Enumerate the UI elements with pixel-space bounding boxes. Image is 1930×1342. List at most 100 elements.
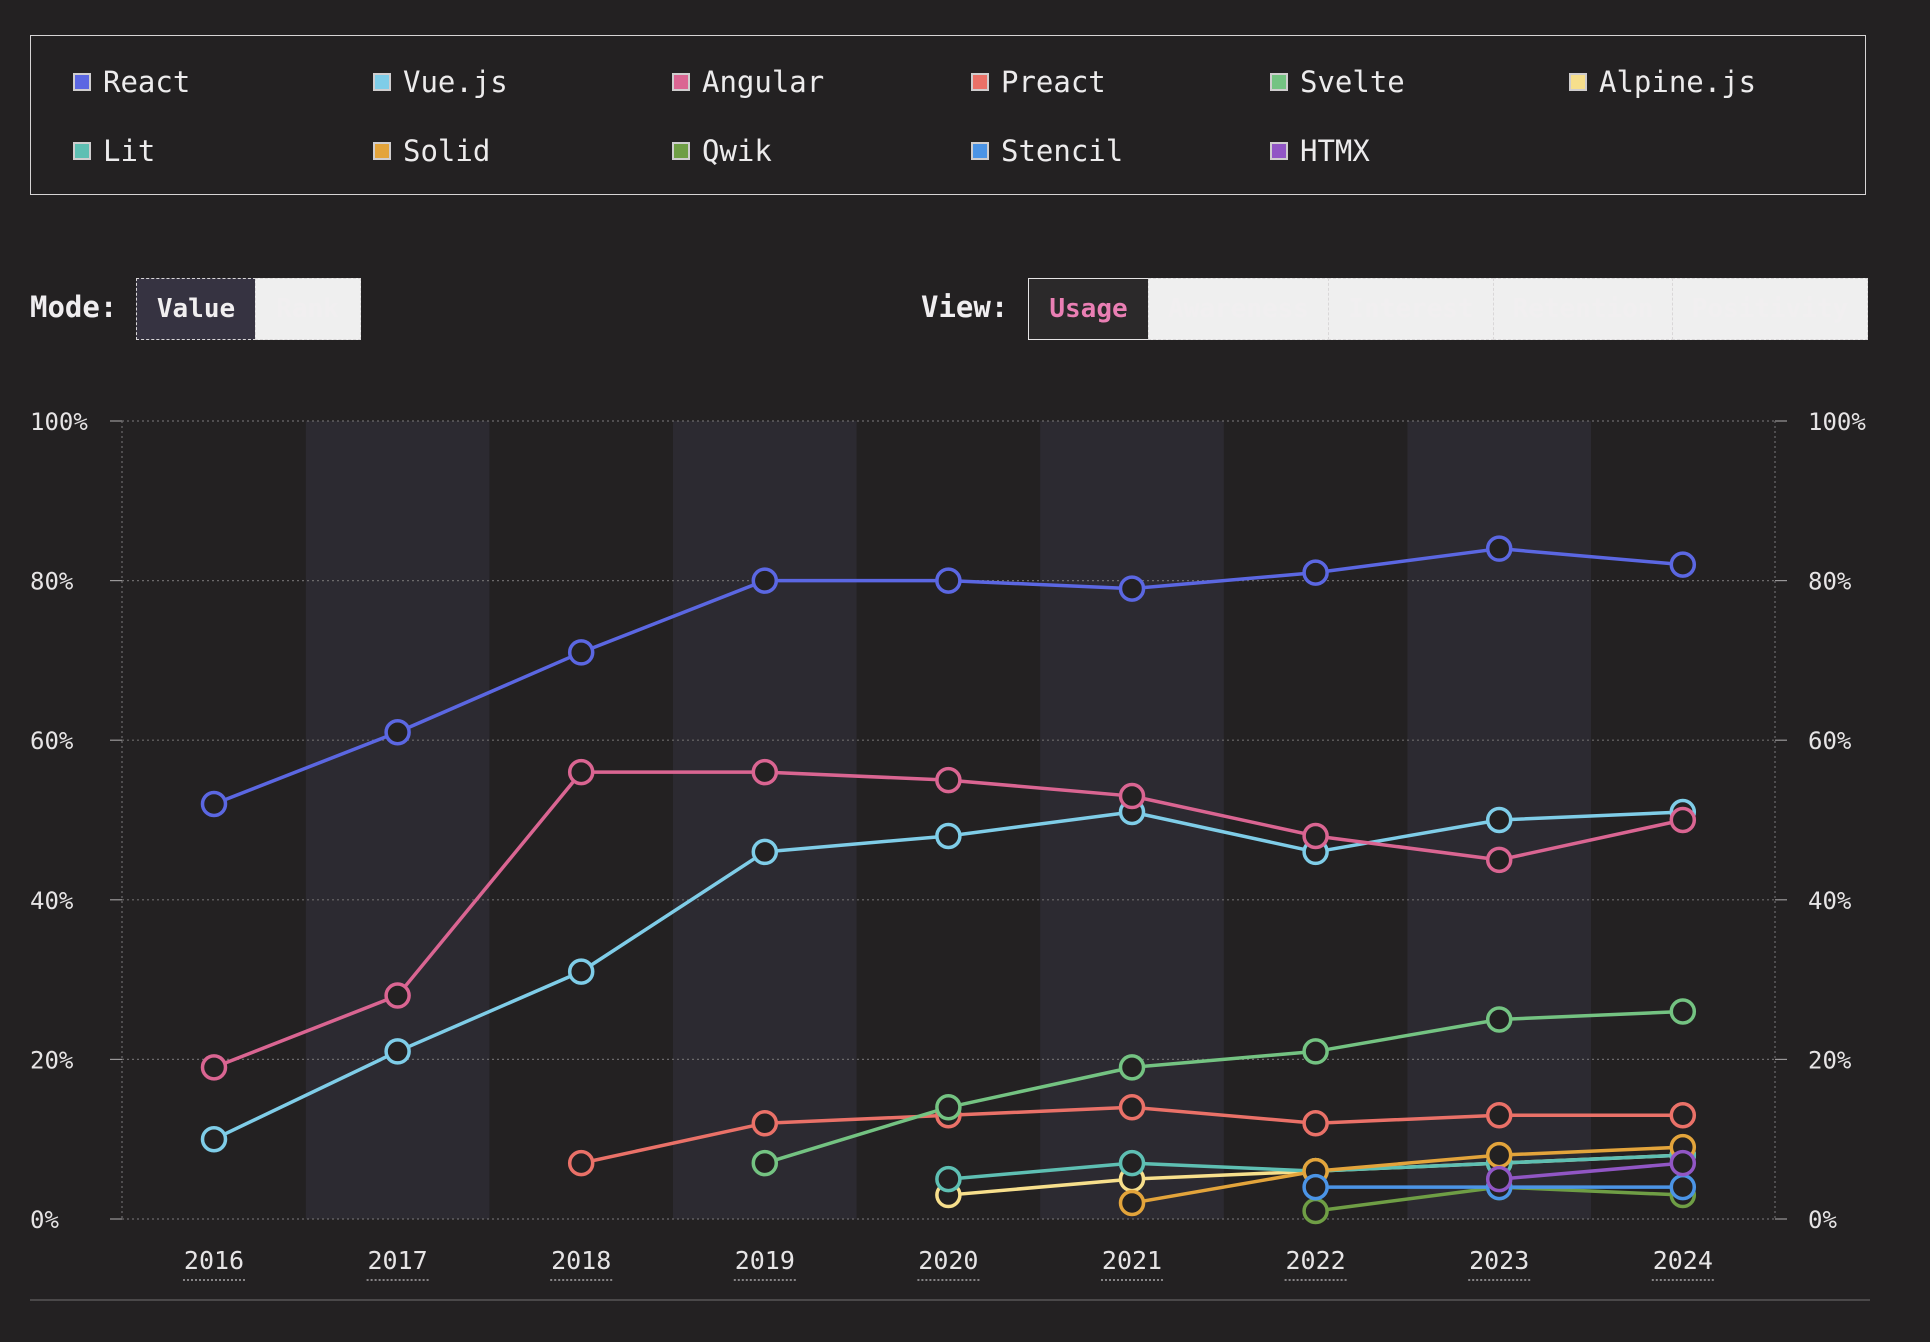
legend-item-solid[interactable]: Solid (373, 134, 490, 168)
series-line-solid (1131, 1145, 1683, 1205)
view-retention-button[interactable]: Retention (1492, 278, 1674, 340)
legend: React Vue.js Angular Preact Svelte Alpin… (30, 35, 1866, 195)
legend-label: Angular (702, 65, 825, 99)
data-point-svelte (1669, 998, 1697, 1025)
view-usage-button[interactable]: Usage (1028, 278, 1149, 340)
legend-label: React (103, 65, 191, 99)
legend-swatch (373, 73, 391, 91)
data-point-vuejs (751, 838, 779, 866)
data-point-svelte (1302, 1038, 1329, 1065)
legend-label: Preact (1001, 65, 1106, 99)
data-point-react (1485, 535, 1513, 562)
series-line-svelte (764, 1009, 1683, 1165)
view-label: View: (921, 290, 1009, 324)
x-tick-label: 2017 (367, 1246, 427, 1275)
x-tick-label: 2024 (1653, 1246, 1713, 1275)
data-point-react (567, 639, 595, 666)
data-point-svelte (1118, 1054, 1146, 1081)
x-tick-label: 2020 (918, 1246, 978, 1275)
y-tick-label-right: 0% (1808, 1206, 1837, 1234)
data-point-solid (1485, 1141, 1513, 1169)
legend-swatch (73, 142, 91, 160)
legend-label: Alpine.js (1599, 65, 1757, 99)
x-tick-label: 2016 (184, 1246, 244, 1275)
data-point-preact (751, 1109, 779, 1137)
data-point-angular (200, 1054, 228, 1081)
view-positivity-button[interactable]: Positivity (1672, 278, 1868, 340)
data-point-react (1302, 559, 1329, 586)
view-awareness-button[interactable]: Awareness (1147, 278, 1330, 340)
legend-item-svelte[interactable]: Svelte (1270, 65, 1405, 99)
mode-value-button[interactable]: Value (136, 278, 256, 340)
view-interest-button[interactable]: Interest (1328, 278, 1494, 340)
y-tick-label-left: 100% (30, 408, 88, 436)
data-point-vuejs (935, 822, 962, 850)
legend-item-alpinejs[interactable]: Alpine.js (1569, 65, 1756, 99)
data-point-svelte (1485, 1006, 1513, 1033)
data-point-preact (1485, 1102, 1513, 1129)
legend-swatch (1569, 73, 1587, 91)
legend-swatch (1270, 73, 1288, 91)
legend-item-vuejs[interactable]: Vue.js (373, 65, 508, 99)
data-point-svelte (935, 1094, 962, 1121)
data-point-react (751, 567, 779, 594)
data-point-htmx (1485, 1165, 1513, 1193)
y-tick-label-right: 80% (1808, 568, 1852, 596)
legend-label: Svelte (1300, 65, 1405, 99)
data-point-angular (1118, 782, 1146, 810)
data-point-vuejs (384, 1038, 411, 1065)
mode-toggle: Value Rank (136, 278, 361, 340)
legend-label: Qwik (702, 134, 772, 168)
data-point-lit (935, 1165, 962, 1193)
mode-rank-button[interactable]: Rank (254, 278, 361, 340)
data-point-angular (751, 758, 779, 786)
data-point-qwik (1302, 1197, 1329, 1225)
data-point-preact (1118, 1094, 1146, 1121)
legend-item-angular[interactable]: Angular (672, 65, 824, 99)
data-point-react (1118, 575, 1146, 602)
bottom-divider (30, 1299, 1870, 1301)
data-point-angular (935, 766, 962, 794)
data-point-angular (1669, 806, 1697, 834)
legend-swatch (971, 142, 989, 160)
data-point-lit (1118, 1149, 1146, 1177)
legend-item-stencil[interactable]: Stencil (971, 134, 1123, 168)
legend-item-preact[interactable]: Preact (971, 65, 1106, 99)
legend-label: Solid (403, 134, 491, 168)
data-point-react (1669, 551, 1697, 578)
data-point-react (384, 718, 411, 746)
y-tick-label-left: 0% (30, 1206, 59, 1234)
x-tick-label: 2019 (735, 1246, 795, 1275)
series-line-htmx (1499, 1161, 1683, 1181)
data-point-angular (1485, 846, 1513, 874)
y-tick-label-left: 60% (30, 727, 74, 755)
legend-label: Vue.js (403, 65, 508, 99)
legend-item-htmx[interactable]: HTMX (1270, 134, 1370, 168)
legend-label: Stencil (1001, 134, 1124, 168)
data-point-vuejs (1485, 806, 1513, 834)
data-point-angular (567, 758, 595, 786)
y-tick-label-right: 60% (1808, 727, 1852, 755)
x-tick-label: 2018 (551, 1246, 611, 1275)
line-chart: 0% 0% 20% 20% 40% 40% 60% 60% 80% 80% 100% 100% 2016… (30, 408, 1866, 1281)
data-point-react (935, 567, 962, 594)
x-tick-label: 2021 (1102, 1246, 1162, 1275)
y-tick-label-right: 20% (1808, 1046, 1852, 1074)
legend-item-react[interactable]: React (73, 65, 190, 99)
legend-item-lit[interactable]: Lit (73, 134, 155, 168)
data-point-stencil (1302, 1173, 1329, 1201)
data-point-react (200, 790, 228, 818)
view-toggle: Usage Awareness Interest Retention Posit… (1028, 278, 1868, 340)
legend-item-qwik[interactable]: Qwik (672, 134, 772, 168)
y-tick-label-right: 100% (1808, 408, 1866, 436)
x-tick-label: 2022 (1285, 1246, 1345, 1275)
legend-label: Lit (103, 134, 156, 168)
data-point-angular (1302, 822, 1329, 850)
legend-swatch (971, 73, 989, 91)
legend-label: HTMX (1300, 134, 1370, 168)
legend-swatch (1270, 142, 1288, 160)
mode-label: Mode: (30, 290, 118, 324)
y-tick-label-left: 40% (30, 887, 74, 915)
column-band (305, 421, 490, 1219)
data-point-angular (384, 982, 411, 1009)
